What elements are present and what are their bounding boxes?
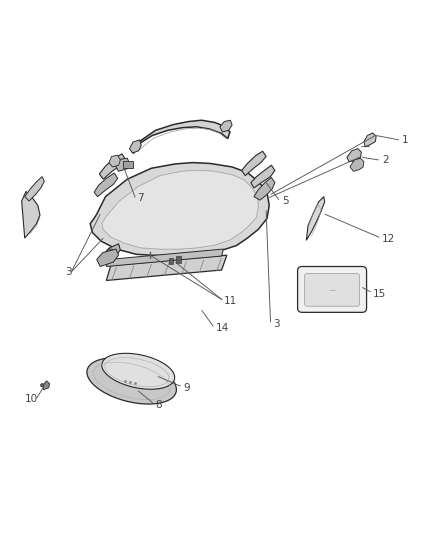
Polygon shape [102,171,258,249]
Text: 10: 10 [25,394,38,404]
Text: 12: 12 [381,235,395,245]
Polygon shape [109,155,120,167]
Polygon shape [90,163,269,256]
Circle shape [106,249,115,258]
Polygon shape [99,154,125,179]
Bar [169,258,173,264]
Text: 7: 7 [138,192,144,203]
Polygon shape [106,255,227,280]
Polygon shape [306,197,325,240]
Polygon shape [116,158,130,171]
FancyBboxPatch shape [304,273,360,306]
FancyBboxPatch shape [297,266,367,312]
Bar [176,256,180,263]
Polygon shape [42,381,49,390]
Polygon shape [133,120,230,153]
Text: 3: 3 [65,267,72,277]
Polygon shape [102,353,175,389]
Polygon shape [102,244,120,262]
Polygon shape [251,165,275,188]
Text: 11: 11 [224,296,237,306]
Polygon shape [130,140,141,153]
Polygon shape [94,173,118,197]
Text: 3: 3 [274,319,280,329]
Polygon shape [21,191,40,238]
Polygon shape [254,177,275,200]
Text: 1: 1 [402,135,408,145]
Text: 2: 2 [382,155,389,165]
Polygon shape [106,249,223,266]
Polygon shape [97,249,119,266]
Text: 14: 14 [215,324,229,334]
Circle shape [40,384,44,387]
Text: 15: 15 [373,289,386,299]
Polygon shape [364,133,376,147]
Polygon shape [25,176,44,201]
Polygon shape [350,158,364,171]
Text: 9: 9 [183,383,190,393]
Polygon shape [242,151,266,176]
Polygon shape [347,149,361,161]
Text: 8: 8 [155,400,162,410]
Polygon shape [87,358,177,404]
Text: 5: 5 [282,196,289,206]
Polygon shape [102,171,258,249]
Bar [123,161,133,168]
Polygon shape [220,120,232,132]
